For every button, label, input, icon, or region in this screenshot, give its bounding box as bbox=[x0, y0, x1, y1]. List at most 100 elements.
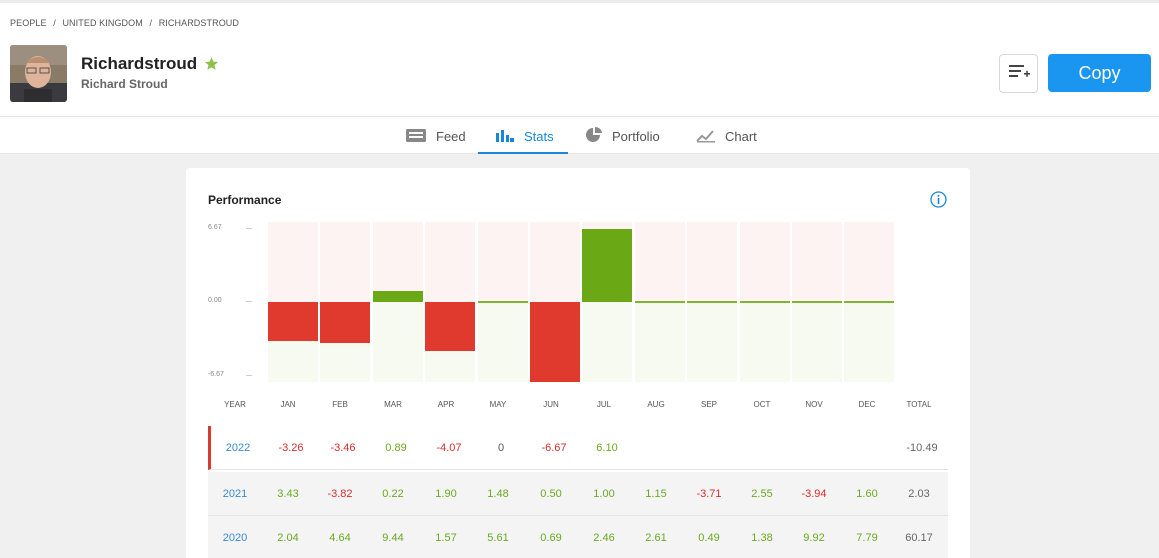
tab-label: Portfolio bbox=[612, 128, 660, 144]
tab-label: Chart bbox=[725, 128, 757, 144]
month-header: SEP bbox=[700, 400, 717, 409]
zero-bar bbox=[844, 301, 895, 303]
breadcrumb: PEOPLE / UNITED KINGDOM / RICHARDSTROUD bbox=[10, 18, 243, 28]
negative-zone bbox=[477, 302, 528, 382]
month-header: DEC bbox=[858, 400, 876, 409]
bar-column-oct[interactable] bbox=[739, 222, 790, 382]
bar bbox=[268, 302, 318, 342]
negative-zone bbox=[582, 302, 633, 382]
month-header: JUN bbox=[543, 400, 559, 409]
month-cell: -4.07 bbox=[436, 442, 462, 454]
month-cell: -3.71 bbox=[696, 488, 722, 500]
month-cell: 6.10 bbox=[596, 442, 618, 454]
month-cell: 0 bbox=[497, 442, 505, 454]
total-cell: 60.17 bbox=[905, 532, 933, 544]
month-cell: -6.67 bbox=[541, 442, 567, 454]
month-cell: 0.22 bbox=[382, 488, 404, 500]
month-header: MAY bbox=[489, 400, 507, 409]
month-cell: 0.89 bbox=[385, 442, 407, 454]
bar bbox=[372, 291, 423, 302]
month-cell: -3.46 bbox=[330, 442, 356, 454]
month-cell: 7.79 bbox=[856, 532, 878, 544]
positive-zone bbox=[530, 222, 580, 302]
tab-label: Feed bbox=[436, 128, 466, 144]
negative-zone bbox=[634, 302, 685, 382]
y-axis-label: -6.67 bbox=[208, 371, 224, 378]
year-cell[interactable]: 2021 bbox=[222, 488, 248, 500]
positive-zone bbox=[425, 222, 476, 302]
bar bbox=[425, 302, 476, 351]
month-cell: -3.82 bbox=[327, 488, 353, 500]
month-cell: 1.57 bbox=[435, 532, 457, 544]
chart-icon bbox=[696, 127, 725, 146]
positive-zone bbox=[792, 222, 842, 302]
y-axis-label: 0.00 bbox=[208, 297, 222, 304]
month-header: FEB bbox=[332, 400, 348, 409]
month-cell: -3.94 bbox=[801, 488, 827, 500]
month-cell: 5.61 bbox=[487, 532, 509, 544]
full-name: Richard Stroud bbox=[81, 77, 168, 91]
copy-button[interactable]: Copy bbox=[1048, 54, 1151, 92]
month-cell: 1.90 bbox=[435, 488, 457, 500]
negative-zone bbox=[844, 302, 895, 382]
bar-column-may[interactable] bbox=[477, 222, 528, 382]
month-header: AUG bbox=[647, 400, 665, 409]
month-cell: 0.49 bbox=[698, 532, 720, 544]
month-cell: 1.38 bbox=[751, 532, 773, 544]
zero-bar bbox=[634, 301, 685, 303]
month-cell: 2.04 bbox=[277, 532, 299, 544]
month-header: JUL bbox=[596, 400, 612, 409]
bar-column-aug[interactable] bbox=[634, 222, 685, 382]
bar-column-apr[interactable] bbox=[425, 222, 476, 382]
positive-zone bbox=[268, 222, 318, 302]
star-icon[interactable] bbox=[204, 56, 219, 76]
breadcrumb-country[interactable]: UNITED KINGDOM bbox=[62, 18, 143, 28]
month-cell: 2.61 bbox=[645, 532, 667, 544]
month-cell: -3.26 bbox=[278, 442, 304, 454]
month-header: MAR bbox=[384, 400, 402, 409]
tab-stats[interactable]: Stats bbox=[495, 117, 554, 155]
y-tick bbox=[246, 301, 252, 302]
month-cell: 1.60 bbox=[856, 488, 878, 500]
bar bbox=[582, 228, 633, 302]
bar-column-jan[interactable] bbox=[268, 222, 318, 382]
pie-icon bbox=[585, 126, 612, 147]
breadcrumb-people[interactable]: PEOPLE bbox=[10, 18, 47, 28]
add-to-watchlist-button[interactable] bbox=[999, 54, 1038, 93]
tab-feed[interactable]: Feed bbox=[405, 117, 466, 155]
bar-column-jun[interactable] bbox=[530, 222, 580, 382]
month-cell: 2.46 bbox=[593, 532, 615, 544]
positive-zone bbox=[320, 222, 371, 302]
zero-bar bbox=[739, 301, 790, 303]
table-row: 2021 3.43 -3.82 0.22 1.90 1.48 0.50 1.00 1.15 -3.… bbox=[208, 472, 948, 516]
bar-column-dec[interactable] bbox=[844, 222, 895, 382]
bar-column-sep[interactable] bbox=[687, 222, 738, 382]
bar-column-mar[interactable] bbox=[372, 222, 423, 382]
month-cell: 0.69 bbox=[540, 532, 562, 544]
bar-column-jul[interactable] bbox=[582, 222, 633, 382]
breadcrumb-separator: / bbox=[149, 18, 153, 28]
tab-bar: Feed Stats Portfolio Chart bbox=[0, 116, 1159, 154]
total-cell: 2.03 bbox=[908, 488, 930, 500]
stats-icon bbox=[495, 127, 524, 146]
bar bbox=[530, 302, 580, 382]
negative-zone bbox=[372, 302, 423, 382]
bar-column-feb[interactable] bbox=[320, 222, 371, 382]
positive-zone bbox=[687, 222, 738, 302]
month-cell: 9.44 bbox=[382, 532, 404, 544]
month-cell: 4.64 bbox=[329, 532, 351, 544]
month-cell: 1.15 bbox=[645, 488, 667, 500]
y-axis-label: 6.67 bbox=[208, 224, 222, 231]
year-cell[interactable]: 2020 bbox=[222, 532, 248, 544]
tab-chart[interactable]: Chart bbox=[696, 117, 757, 155]
month-cell: 0.50 bbox=[540, 488, 562, 500]
bar bbox=[320, 302, 371, 344]
bar-column-nov[interactable] bbox=[792, 222, 842, 382]
info-icon[interactable] bbox=[930, 191, 947, 213]
negative-zone bbox=[792, 302, 842, 382]
breadcrumb-separator: / bbox=[53, 18, 56, 28]
feed-icon bbox=[405, 127, 436, 146]
negative-zone bbox=[687, 302, 738, 382]
tab-portfolio[interactable]: Portfolio bbox=[585, 117, 660, 155]
year-cell[interactable]: 2022 bbox=[225, 442, 251, 454]
